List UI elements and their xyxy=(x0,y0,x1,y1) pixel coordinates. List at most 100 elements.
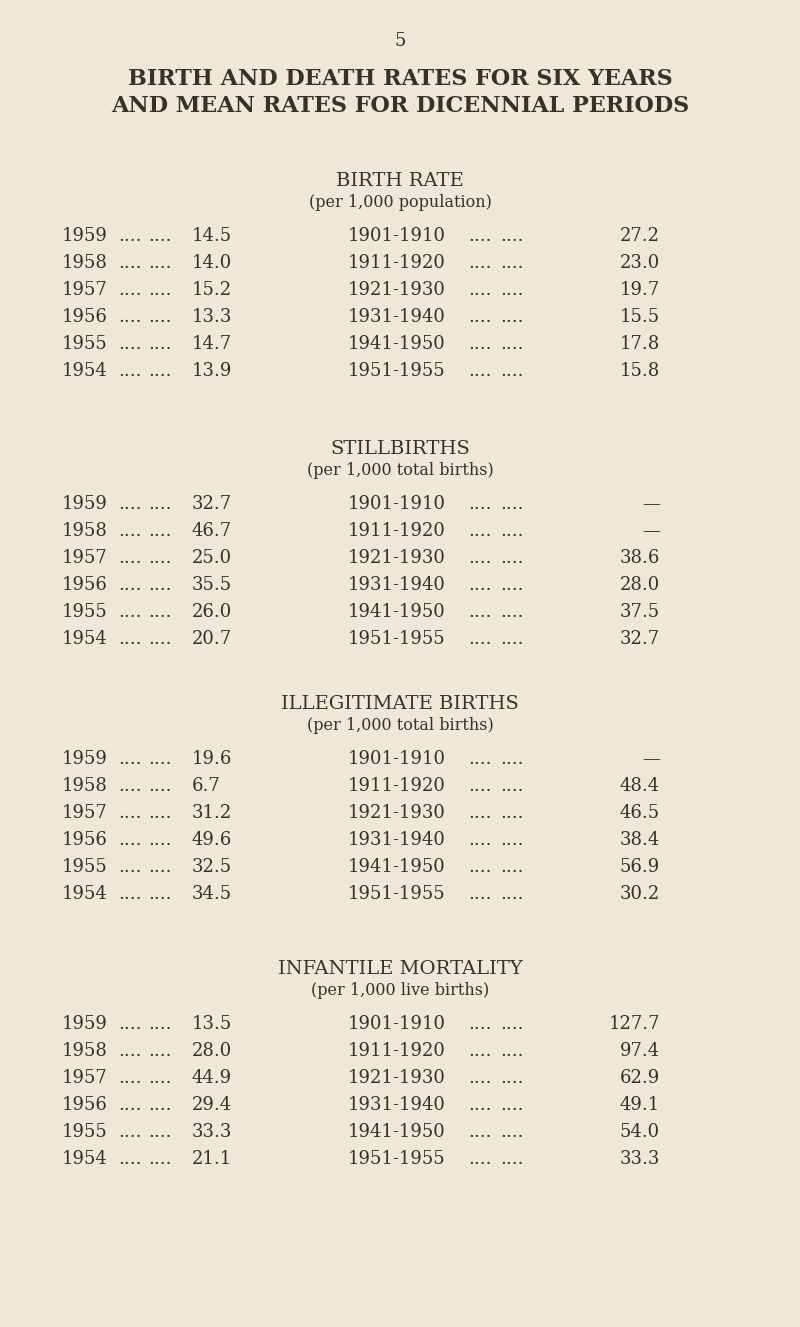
Text: ....: .... xyxy=(468,1123,491,1141)
Text: 1951-1955: 1951-1955 xyxy=(348,362,446,380)
Text: 1901-1910: 1901-1910 xyxy=(348,750,446,768)
Text: 1921-1930: 1921-1930 xyxy=(348,1070,446,1087)
Text: 1959: 1959 xyxy=(62,227,108,245)
Text: —: — xyxy=(642,750,660,768)
Text: 1957: 1957 xyxy=(62,281,108,299)
Text: 30.2: 30.2 xyxy=(620,885,660,902)
Text: ....: .... xyxy=(118,1096,142,1113)
Text: 32.7: 32.7 xyxy=(192,495,232,514)
Text: 1901-1910: 1901-1910 xyxy=(348,1015,446,1032)
Text: 1956: 1956 xyxy=(62,831,108,849)
Text: 14.5: 14.5 xyxy=(192,227,232,245)
Text: ....: .... xyxy=(468,630,491,648)
Text: ....: .... xyxy=(468,549,491,567)
Text: ....: .... xyxy=(468,778,491,795)
Text: 46.7: 46.7 xyxy=(192,522,232,540)
Text: ....: .... xyxy=(468,804,491,821)
Text: ....: .... xyxy=(118,522,142,540)
Text: 1957: 1957 xyxy=(62,1070,108,1087)
Text: ....: .... xyxy=(148,522,171,540)
Text: ....: .... xyxy=(148,750,171,768)
Text: 15.5: 15.5 xyxy=(620,308,660,326)
Text: ....: .... xyxy=(148,1015,171,1032)
Text: ....: .... xyxy=(468,602,491,621)
Text: 1911-1920: 1911-1920 xyxy=(348,1042,446,1060)
Text: 1921-1930: 1921-1930 xyxy=(348,281,446,299)
Text: ....: .... xyxy=(148,576,171,594)
Text: 1955: 1955 xyxy=(62,859,108,876)
Text: ....: .... xyxy=(500,885,523,902)
Text: ....: .... xyxy=(468,885,491,902)
Text: ....: .... xyxy=(500,281,523,299)
Text: ....: .... xyxy=(148,778,171,795)
Text: 1958: 1958 xyxy=(62,1042,108,1060)
Text: ....: .... xyxy=(118,495,142,514)
Text: 1941-1950: 1941-1950 xyxy=(348,1123,446,1141)
Text: ....: .... xyxy=(500,549,523,567)
Text: 32.7: 32.7 xyxy=(620,630,660,648)
Text: ....: .... xyxy=(500,750,523,768)
Text: 1959: 1959 xyxy=(62,1015,108,1032)
Text: ....: .... xyxy=(148,1123,171,1141)
Text: ....: .... xyxy=(118,750,142,768)
Text: ....: .... xyxy=(118,308,142,326)
Text: ....: .... xyxy=(500,630,523,648)
Text: 15.2: 15.2 xyxy=(192,281,232,299)
Text: ....: .... xyxy=(468,253,491,272)
Text: ....: .... xyxy=(148,281,171,299)
Text: ....: .... xyxy=(468,1151,491,1168)
Text: 28.0: 28.0 xyxy=(620,576,660,594)
Text: (per 1,000 live births): (per 1,000 live births) xyxy=(311,982,489,999)
Text: ....: .... xyxy=(500,334,523,353)
Text: 21.1: 21.1 xyxy=(192,1151,232,1168)
Text: ....: .... xyxy=(468,859,491,876)
Text: ....: .... xyxy=(468,1015,491,1032)
Text: ....: .... xyxy=(500,362,523,380)
Text: 14.7: 14.7 xyxy=(192,334,232,353)
Text: ....: .... xyxy=(118,804,142,821)
Text: ....: .... xyxy=(468,1042,491,1060)
Text: 20.7: 20.7 xyxy=(192,630,232,648)
Text: —: — xyxy=(642,522,660,540)
Text: 1901-1910: 1901-1910 xyxy=(348,495,446,514)
Text: 1941-1950: 1941-1950 xyxy=(348,602,446,621)
Text: 62.9: 62.9 xyxy=(620,1070,660,1087)
Text: ....: .... xyxy=(500,778,523,795)
Text: 1957: 1957 xyxy=(62,804,108,821)
Text: 33.3: 33.3 xyxy=(192,1123,232,1141)
Text: ....: .... xyxy=(500,1015,523,1032)
Text: 13.9: 13.9 xyxy=(192,362,232,380)
Text: ....: .... xyxy=(118,1015,142,1032)
Text: ....: .... xyxy=(148,630,171,648)
Text: 49.1: 49.1 xyxy=(620,1096,660,1113)
Text: ....: .... xyxy=(148,1070,171,1087)
Text: 1941-1950: 1941-1950 xyxy=(348,859,446,876)
Text: 46.5: 46.5 xyxy=(620,804,660,821)
Text: 1958: 1958 xyxy=(62,253,108,272)
Text: ....: .... xyxy=(500,576,523,594)
Text: ....: .... xyxy=(118,362,142,380)
Text: ....: .... xyxy=(118,630,142,648)
Text: 23.0: 23.0 xyxy=(620,253,660,272)
Text: 1957: 1957 xyxy=(62,549,108,567)
Text: ....: .... xyxy=(148,495,171,514)
Text: ....: .... xyxy=(148,885,171,902)
Text: ....: .... xyxy=(118,334,142,353)
Text: ....: .... xyxy=(468,750,491,768)
Text: ....: .... xyxy=(118,576,142,594)
Text: 1958: 1958 xyxy=(62,522,108,540)
Text: 38.4: 38.4 xyxy=(620,831,660,849)
Text: 27.2: 27.2 xyxy=(620,227,660,245)
Text: ....: .... xyxy=(118,1151,142,1168)
Text: 38.6: 38.6 xyxy=(620,549,660,567)
Text: ....: .... xyxy=(468,495,491,514)
Text: 19.6: 19.6 xyxy=(192,750,232,768)
Text: 1955: 1955 xyxy=(62,1123,108,1141)
Text: 97.4: 97.4 xyxy=(620,1042,660,1060)
Text: ....: .... xyxy=(468,1070,491,1087)
Text: ....: .... xyxy=(148,227,171,245)
Text: 6.7: 6.7 xyxy=(192,778,221,795)
Text: 1956: 1956 xyxy=(62,308,108,326)
Text: 13.3: 13.3 xyxy=(192,308,232,326)
Text: 15.8: 15.8 xyxy=(620,362,660,380)
